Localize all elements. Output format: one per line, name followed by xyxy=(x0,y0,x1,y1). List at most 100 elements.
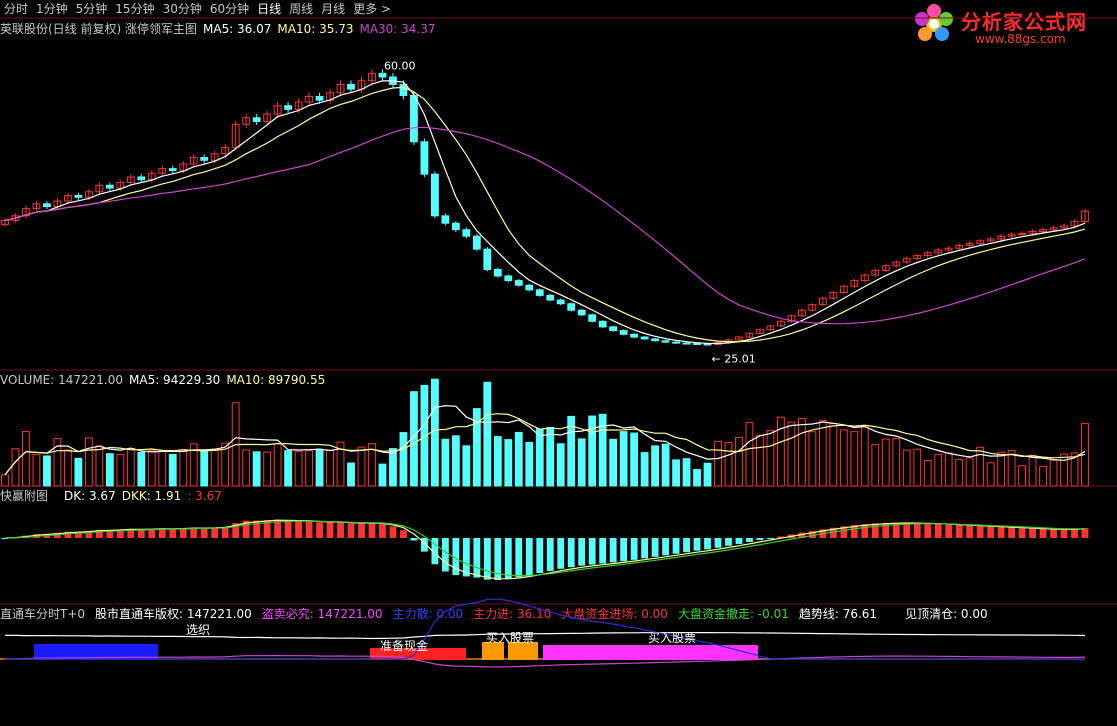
volume-ma5-line xyxy=(4,404,1086,476)
candle-body xyxy=(1060,225,1068,229)
candle-body xyxy=(336,83,345,94)
volume-bar xyxy=(483,381,492,487)
dk-bar xyxy=(630,538,638,560)
candle-body xyxy=(546,294,555,301)
dk-bar xyxy=(882,522,890,538)
tab-weekly[interactable]: 周线 xyxy=(289,2,314,16)
bottom-legend: 直通车分时T+0 股市直通车版权: 147221.00 盗卖必究: 147221… xyxy=(0,607,988,621)
volume-bar xyxy=(598,413,607,487)
tab-1min[interactable]: 1分钟 xyxy=(36,2,68,16)
logo-title: 分析家公式网 xyxy=(961,10,1087,34)
dk-bar xyxy=(861,524,869,538)
candle-body xyxy=(504,275,513,282)
piracy-value: 盗卖必究: 147221.00 xyxy=(261,607,383,621)
dk-bar xyxy=(987,526,995,538)
candle-body xyxy=(787,315,796,322)
candle-body xyxy=(326,92,334,101)
volume-bar xyxy=(934,453,943,487)
volume-bar xyxy=(766,429,775,487)
candle-body xyxy=(598,320,607,328)
site-logo: 分析家公式网 www.88gs.com xyxy=(909,2,1109,46)
candle-body xyxy=(410,95,418,143)
volume-bar xyxy=(640,452,649,487)
tab-5min[interactable]: 5分钟 xyxy=(75,2,108,16)
label-buy-2: 买入股票 xyxy=(648,631,696,645)
dk-bar xyxy=(829,527,837,538)
candle-body xyxy=(766,325,775,331)
dk-bar xyxy=(127,528,135,538)
dk-bar xyxy=(494,538,502,580)
dk-bar xyxy=(1018,528,1026,538)
volume-bar xyxy=(189,443,198,487)
dk-bar xyxy=(1081,528,1089,538)
candle-body xyxy=(11,215,20,221)
candle-body xyxy=(53,200,62,208)
dk-bar xyxy=(441,538,449,572)
candle-body xyxy=(158,168,167,174)
main-legend: 英联股份(日线 前复权) 涨停领军主图 MA5: 36.07 MA10: 35.… xyxy=(0,22,436,36)
volume-bar xyxy=(703,462,712,487)
candle-body xyxy=(1039,229,1047,233)
volume-bar xyxy=(441,438,450,487)
tab-monthly[interactable]: 月线 xyxy=(321,2,346,16)
volume-bar xyxy=(326,449,334,487)
candle-body xyxy=(682,342,691,345)
ma5-line xyxy=(4,80,1086,345)
dk-bar xyxy=(840,526,848,538)
volume-bar xyxy=(693,469,701,487)
volume-bar xyxy=(315,448,324,487)
candle-body xyxy=(84,191,93,198)
dk-bar xyxy=(148,528,156,538)
tab-more[interactable]: 更多 xyxy=(349,0,395,18)
volume-bar xyxy=(336,441,345,487)
candle-body xyxy=(567,303,576,311)
volume-bar xyxy=(305,450,313,487)
dk-bar xyxy=(714,538,722,548)
dk-bar xyxy=(106,530,114,538)
volume-bar xyxy=(74,457,83,487)
candle-body xyxy=(965,243,974,246)
candle-body xyxy=(777,320,785,327)
volume-bar xyxy=(1060,453,1068,487)
candle-body xyxy=(420,141,429,175)
dk-bar xyxy=(462,538,470,577)
dk-bar xyxy=(672,538,680,554)
candle-body xyxy=(1028,231,1037,234)
dk-bar xyxy=(95,529,103,538)
main-in-value: 主力进: 36.10 xyxy=(473,607,552,621)
volume-bar xyxy=(263,451,272,487)
dk-bar xyxy=(746,538,753,542)
candle-body xyxy=(871,269,880,276)
main-chart-title: 英联股份(日线 前复权) 涨停领军主图 xyxy=(0,22,197,36)
dk-bar xyxy=(599,538,607,564)
tab-daily[interactable]: 日线 xyxy=(257,2,282,16)
dk-bar xyxy=(567,538,575,568)
candle-body xyxy=(976,240,985,245)
volume-bar xyxy=(797,417,806,487)
volume-bar xyxy=(535,428,544,487)
candle-body xyxy=(913,255,922,259)
dk-bar xyxy=(221,526,229,538)
dk-bar xyxy=(242,520,250,538)
tab-30min[interactable]: 30分钟 xyxy=(162,2,202,16)
dk-bar xyxy=(316,522,323,538)
volume-bar xyxy=(839,429,848,487)
dk-bar xyxy=(767,538,774,539)
volume-bar xyxy=(860,426,869,487)
volume-bar xyxy=(64,449,72,487)
tab-15min[interactable]: 15分钟 xyxy=(115,2,155,16)
dk-bar xyxy=(850,525,858,538)
candle-body xyxy=(126,176,135,184)
ma10-value: MA10: 35.73 xyxy=(277,22,354,36)
volume-bar xyxy=(347,462,355,487)
high-price-label: 60.00 xyxy=(384,59,416,72)
tab-fenshi[interactable]: 分时 xyxy=(4,2,29,16)
volume-bar xyxy=(504,439,513,487)
volume-bar xyxy=(923,459,932,487)
dk-bar xyxy=(546,538,554,571)
tab-60min[interactable]: 60分钟 xyxy=(209,2,250,16)
candle-body xyxy=(221,146,230,155)
candle-body xyxy=(1049,227,1058,231)
dk-bar xyxy=(945,524,953,538)
volume-bar xyxy=(1028,454,1037,487)
